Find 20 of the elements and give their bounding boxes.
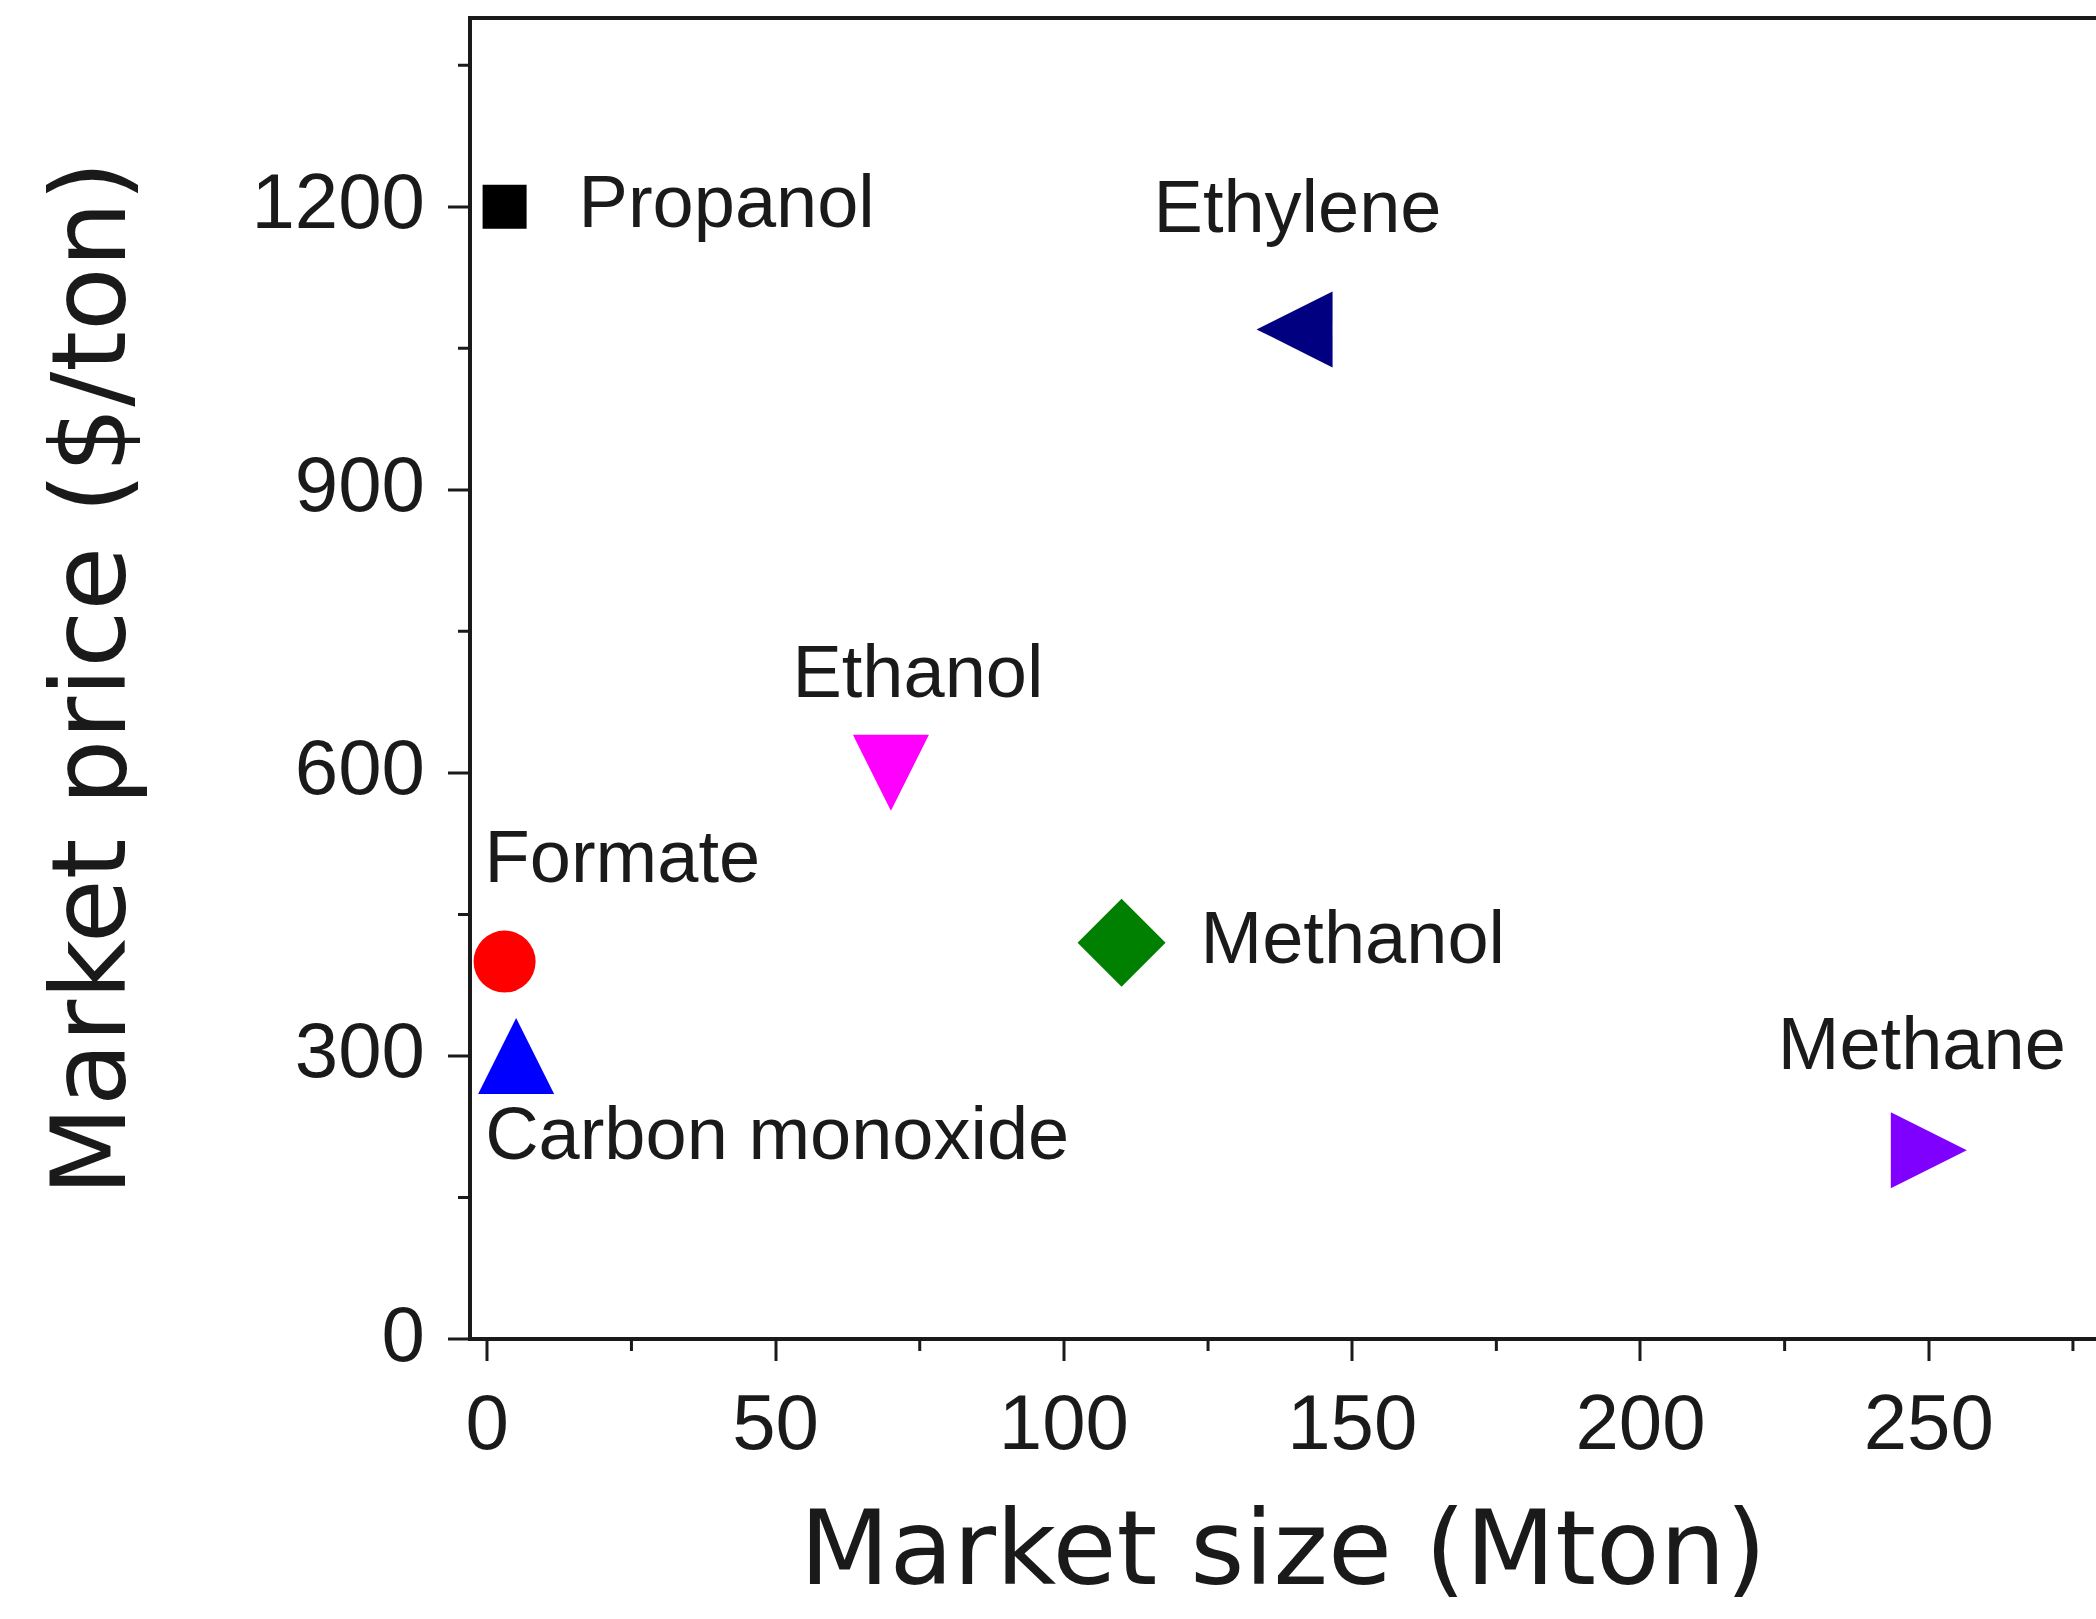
- x-tick-label: 100: [998, 1378, 1129, 1467]
- x-tick-label: 50: [732, 1378, 819, 1467]
- x-tick-label: 200: [1575, 1378, 1706, 1467]
- series-label: Ethylene: [1153, 164, 1442, 248]
- y-tick-label: 600: [294, 723, 425, 812]
- series-label: Methanol: [1200, 896, 1505, 980]
- series-label: Carbon monoxide: [485, 1092, 1070, 1176]
- series-label: Propanol: [578, 160, 875, 244]
- series-label: Ethanol: [792, 630, 1044, 714]
- y-tick-label: 300: [294, 1006, 425, 1095]
- y-tick-label: 1200: [251, 157, 425, 246]
- x-tick-label: 250: [1863, 1378, 1994, 1467]
- y-tick-label: 0: [381, 1289, 425, 1378]
- x-tick-label: 0: [465, 1378, 509, 1467]
- y-axis-title: Market price ($/ton): [28, 160, 151, 1197]
- x-axis-title: Market size (Mton): [799, 1486, 1767, 1609]
- x-tick-label: 150: [1287, 1378, 1418, 1467]
- series-label: Methane: [1777, 1001, 2066, 1085]
- series-label: Formate: [484, 814, 761, 898]
- y-tick-label: 900: [294, 440, 425, 529]
